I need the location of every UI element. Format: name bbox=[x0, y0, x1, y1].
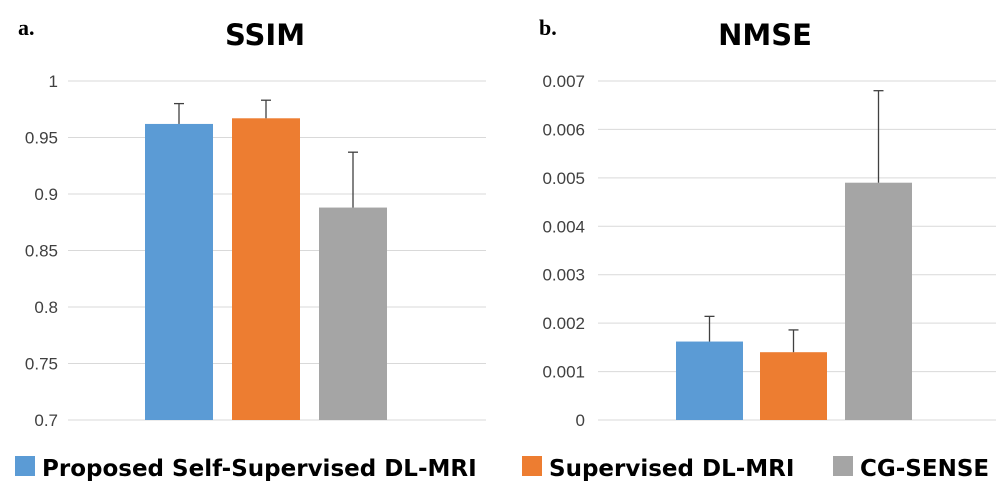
ssim-error-bars bbox=[174, 99, 358, 208]
nmse-tick-label: 0.003 bbox=[542, 266, 585, 285]
ssim-bars bbox=[145, 118, 387, 420]
nmse-tick-label: 0.001 bbox=[542, 363, 585, 382]
nmse-chart: b. NMSE 00.0010.0020.0030.0040.0050.0060… bbox=[539, 15, 996, 430]
chart-title-nmse: NMSE bbox=[718, 18, 812, 52]
panel-label-b: b. bbox=[539, 15, 557, 40]
nmse-bar-proposed bbox=[676, 341, 743, 420]
nmse-error-bar-cg-sense bbox=[873, 90, 884, 183]
nmse-bar-cg-sense bbox=[845, 182, 912, 420]
nmse-tick-label: 0.005 bbox=[542, 169, 585, 188]
legend-label-cg-sense: CG-SENSE bbox=[860, 456, 989, 482]
ssim-error-bar-supervised bbox=[261, 99, 271, 119]
ssim-tick-label: 0.8 bbox=[34, 298, 58, 317]
legend-label-supervised: Supervised DL-MRI bbox=[549, 456, 794, 482]
legend-swatch-supervised bbox=[522, 456, 542, 476]
nmse-error-bar-supervised bbox=[788, 329, 799, 353]
nmse-tick-label: 0 bbox=[576, 411, 585, 430]
nmse-y-axis-ticks: 0 0.001 0.002 0.003 0.004 0.005 0.006 0.007 bbox=[542, 72, 585, 430]
nmse-tick-label: 0.006 bbox=[542, 120, 585, 139]
ssim-error-bar-cg-sense bbox=[348, 151, 358, 208]
ssim-tick-label: 0.95 bbox=[25, 129, 58, 148]
nmse-bars bbox=[676, 182, 912, 420]
ssim-bar-cg-sense bbox=[319, 207, 387, 420]
nmse-error-bars bbox=[704, 90, 884, 353]
ssim-tick-label: 0.7 bbox=[34, 411, 58, 430]
chart-title-ssim: SSIM bbox=[225, 18, 305, 52]
legend-item-supervised: Supervised DL-MRI bbox=[522, 456, 794, 482]
nmse-tick-label: 0.004 bbox=[542, 217, 585, 236]
legend: Proposed Self-Supervised DL-MRI Supervis… bbox=[15, 456, 989, 482]
nmse-error-bar-proposed bbox=[704, 315, 715, 342]
ssim-tick-label: 1 bbox=[49, 72, 58, 91]
legend-swatch-proposed bbox=[15, 456, 35, 476]
panel-label-a: a. bbox=[18, 15, 35, 40]
ssim-chart: a. SSIM 0.7 0.75 0.8 0.85 0.9 0.95 1 bbox=[18, 15, 486, 430]
legend-swatch-cg-sense bbox=[833, 456, 853, 476]
nmse-bar-supervised bbox=[760, 352, 827, 420]
ssim-y-axis-ticks: 0.7 0.75 0.8 0.85 0.9 0.95 1 bbox=[25, 72, 58, 430]
ssim-bar-supervised bbox=[232, 118, 300, 420]
legend-label-proposed: Proposed Self-Supervised DL-MRI bbox=[42, 456, 477, 482]
legend-item-proposed: Proposed Self-Supervised DL-MRI bbox=[15, 456, 477, 482]
ssim-tick-label: 0.85 bbox=[25, 242, 58, 261]
ssim-error-bar-proposed bbox=[174, 102, 184, 124]
nmse-tick-label: 0.007 bbox=[542, 72, 585, 91]
ssim-tick-label: 0.75 bbox=[25, 355, 58, 374]
legend-item-cg-sense: CG-SENSE bbox=[833, 456, 989, 482]
ssim-bar-proposed bbox=[145, 123, 213, 420]
nmse-tick-label: 0.002 bbox=[542, 314, 585, 333]
ssim-tick-label: 0.9 bbox=[34, 185, 58, 204]
